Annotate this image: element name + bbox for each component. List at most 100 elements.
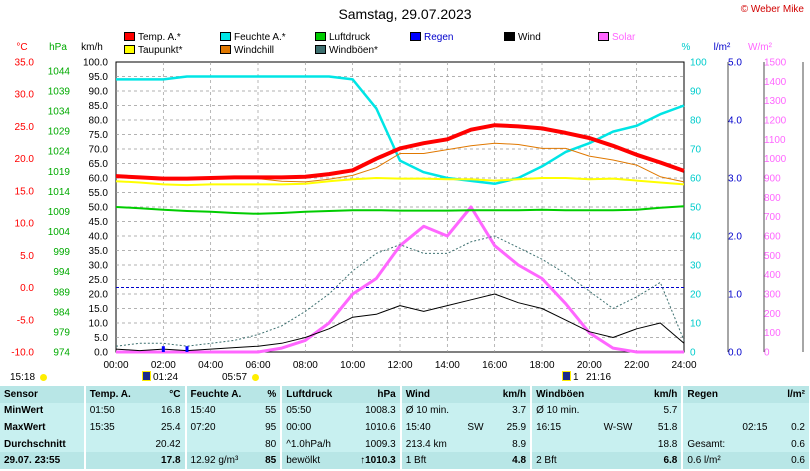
wind-tick-label: 80.0	[89, 116, 109, 127]
cell	[738, 402, 778, 420]
stats-header-pressure: Luftdruck	[280, 386, 348, 403]
wind-tick-label: 95.0	[89, 72, 109, 83]
wind-tick-label: 15.0	[89, 304, 109, 315]
legend-swatch-icon	[220, 32, 231, 41]
cell	[463, 402, 493, 420]
temp-tick-label: 15.0	[15, 186, 35, 197]
humidity-tick-label: 20	[690, 290, 702, 301]
pressure-tick-label: 999	[53, 247, 70, 258]
x-tick-label: 12:00	[387, 360, 412, 371]
humidity-tick-label: 100	[690, 58, 707, 69]
temp-tick-label: 0.0	[20, 283, 34, 294]
cell: 85	[257, 452, 282, 469]
stats-header-row: Sensor Temp. A. °C Feuchte A. % Luftdruc…	[0, 386, 809, 403]
copyright-label[interactable]: © Weber Mike	[740, 4, 804, 15]
legend-swatch-icon	[220, 45, 231, 54]
wind-tick-label: 5.0	[94, 333, 108, 344]
legend-label: Windböen*	[329, 45, 378, 56]
cell: SW	[463, 419, 493, 436]
cell: 2 Bft	[530, 452, 600, 469]
cell	[83, 452, 145, 469]
cell: 1 Bft	[399, 452, 464, 469]
pressure-tick-label: 974	[53, 348, 70, 359]
pressure-tick-label: 1024	[48, 147, 71, 158]
series-line-luftdruck	[115, 205, 685, 215]
cell: Ø 10 min.	[399, 402, 464, 420]
pressure-tick-label: 1034	[48, 107, 71, 118]
rain-axis-unit: l/m²	[714, 42, 731, 53]
temp-tick-label: 10.0	[15, 219, 35, 230]
legend-swatch-icon	[598, 32, 609, 41]
stats-row-min: MinWert 01:50 16.8 15:40 55 05:50 1008.3…	[0, 402, 809, 420]
wind-tick-label: 45.0	[89, 217, 109, 228]
cell: 15:40	[399, 419, 464, 436]
solar-tick-label: 100	[764, 328, 781, 339]
solar-tick-label: 1000	[764, 154, 787, 165]
temp-axis-unit: °C	[16, 42, 27, 53]
stats-header-gust-unit: km/h	[643, 386, 683, 403]
cell: 25.9	[492, 419, 532, 436]
legend-swatch-icon	[504, 32, 515, 41]
pressure-tick-label: 1004	[48, 227, 71, 238]
series-line-temp-a-	[115, 123, 685, 181]
wind-tick-label: 65.0	[89, 159, 109, 170]
wind-tick-label: 70.0	[89, 145, 109, 156]
x-tick-label: 16:00	[482, 360, 507, 371]
stats-header-temp: Temp. A.	[83, 386, 145, 403]
humidity-tick-label: 70	[690, 145, 702, 156]
x-tick-label: 02:00	[151, 360, 176, 371]
legend-label: Regen	[424, 32, 454, 43]
wind-axis-unit: km/h	[81, 42, 103, 53]
humidity-tick-label: 30	[690, 261, 702, 272]
legend-swatch-icon	[315, 32, 326, 41]
series-line-taupunkt-	[115, 177, 685, 187]
rain-bar	[161, 346, 165, 352]
cell: W-SW	[599, 419, 644, 436]
solar-tick-label: 500	[764, 251, 781, 262]
solar-tick-label: 1200	[764, 116, 787, 127]
wind-tick-label: 55.0	[89, 188, 109, 199]
pressure-tick-label: 1014	[48, 187, 71, 198]
solar-tick-label: 600	[764, 232, 781, 243]
legend-gusts: Windböen*	[315, 45, 378, 56]
rain-tick-label: 3.0	[728, 174, 742, 185]
cell: 18.8	[643, 435, 683, 453]
pressure-tick-label: 994	[53, 267, 70, 278]
cell: 80	[257, 435, 282, 453]
moon-icon	[562, 371, 571, 381]
wind-tick-label: 50.0	[89, 203, 109, 214]
series-line-windb-en-	[115, 235, 685, 347]
cell: ↑1010.3	[347, 452, 401, 469]
humidity-tick-label: 40	[690, 232, 702, 243]
stats-header-humidity: Feuchte A.	[184, 386, 258, 403]
sun-moon-bar: 15:18 01:24 05:57 1 21:16	[0, 370, 810, 384]
rain-bar	[185, 346, 189, 352]
series-line-solar	[116, 205, 684, 354]
sunrise-time: 05:57	[222, 372, 248, 383]
x-tick-label: 14:00	[435, 360, 460, 371]
wind-tick-label: 20.0	[89, 290, 109, 301]
solar-tick-label: 800	[764, 193, 781, 204]
cell: 8.9	[492, 435, 532, 453]
row-label: MinWert	[0, 402, 85, 420]
cell: 25.4	[144, 419, 186, 436]
legend-label: Windchill	[234, 45, 275, 56]
cell: 0.6 l/m²	[681, 452, 739, 469]
cell: 3.7	[492, 402, 532, 420]
cell: 51.8	[643, 419, 683, 436]
cell: 17.8	[144, 452, 186, 469]
legend-swatch-icon	[315, 45, 326, 54]
wind-tick-label: 10.0	[89, 319, 109, 330]
row-label: 29.07. 23:55	[0, 452, 85, 469]
humidity-tick-label: 60	[690, 174, 702, 185]
legend-windchill: Windchill	[220, 45, 274, 56]
cell	[599, 452, 644, 469]
cell	[463, 435, 493, 453]
solar-tick-label: 1100	[764, 135, 786, 146]
cell: 95	[257, 419, 282, 436]
temp-tick-label: 30.0	[15, 90, 35, 101]
cell	[681, 402, 739, 420]
rain-tick-label: 1.0	[728, 290, 742, 301]
humidity-axis-unit: %	[682, 42, 691, 53]
cell: Gesamt:	[681, 435, 739, 453]
